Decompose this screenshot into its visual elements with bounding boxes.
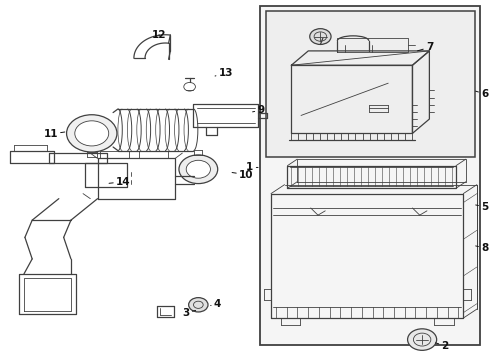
Text: 3: 3 [182, 308, 196, 318]
Text: 2: 2 [436, 341, 449, 351]
Text: 9: 9 [252, 105, 265, 115]
Circle shape [189, 298, 208, 312]
Circle shape [186, 160, 210, 178]
Text: 1: 1 [246, 162, 258, 172]
Text: 11: 11 [43, 129, 65, 139]
Bar [260, 6, 480, 345]
Text: 14: 14 [109, 177, 131, 187]
Text: 12: 12 [152, 30, 166, 40]
Circle shape [75, 121, 109, 146]
Text: 4: 4 [211, 299, 221, 309]
Text: 13: 13 [215, 68, 233, 78]
Text: 5: 5 [476, 202, 489, 212]
Text: 8: 8 [476, 243, 489, 253]
Text: 7: 7 [417, 42, 433, 52]
Text: 10: 10 [232, 170, 253, 180]
Bar [266, 12, 475, 157]
Circle shape [67, 115, 117, 152]
Circle shape [179, 155, 218, 184]
Circle shape [310, 29, 331, 44]
Text: 6: 6 [476, 89, 489, 99]
Circle shape [408, 329, 437, 350]
